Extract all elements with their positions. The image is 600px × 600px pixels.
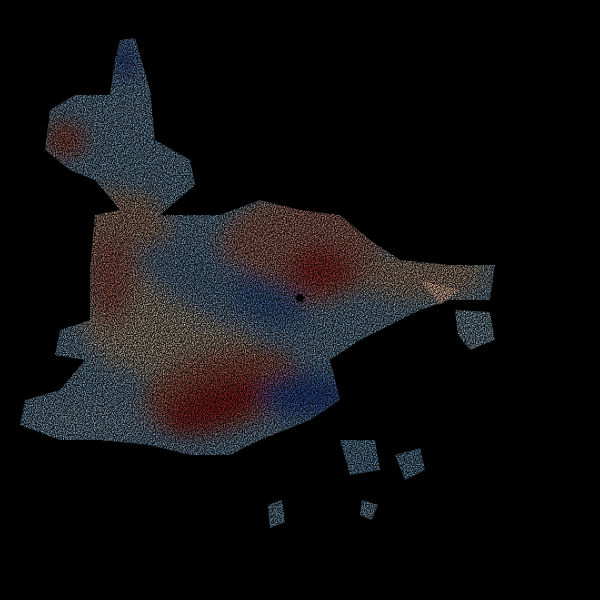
radar-site bbox=[296, 294, 304, 302]
echo-fragments bbox=[268, 280, 495, 528]
